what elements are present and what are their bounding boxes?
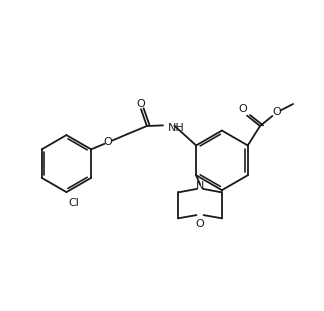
Text: O: O bbox=[136, 99, 145, 109]
Text: O: O bbox=[272, 107, 281, 117]
Text: Cl: Cl bbox=[68, 198, 79, 208]
Text: O: O bbox=[239, 104, 248, 114]
Text: O: O bbox=[196, 219, 204, 229]
Text: NH: NH bbox=[168, 123, 185, 132]
Text: N: N bbox=[196, 181, 204, 191]
Text: O: O bbox=[104, 137, 112, 147]
